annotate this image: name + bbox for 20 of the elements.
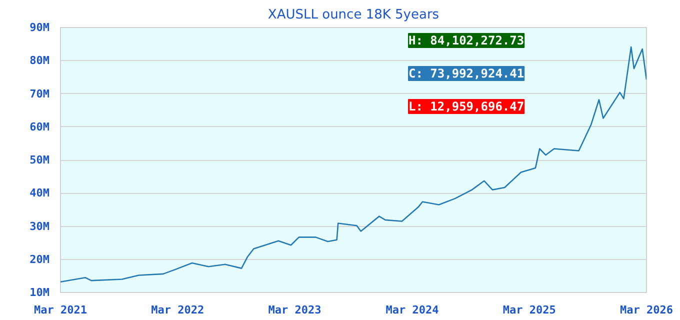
x-tick-label: Mar 2026: [620, 304, 674, 316]
y-tick-label: 30M: [30, 220, 50, 233]
y-tick-label: 90M: [30, 21, 50, 34]
y-tick-label: 10M: [30, 286, 50, 299]
x-tick-label: Mar 2022: [151, 304, 204, 316]
y-tick-label: 80M: [30, 54, 50, 68]
x-tick-label: Mar 2024: [386, 304, 440, 316]
y-tick-label: 40M: [30, 186, 50, 200]
annotation: H: 84,102,272.73: [408, 34, 524, 48]
y-tick-label: 60M: [30, 120, 50, 134]
y-tick-label: 20M: [30, 252, 50, 266]
annotation: L: 12,959,696.47: [408, 100, 524, 114]
y-tick-label: 70M: [30, 87, 50, 100]
x-tick-label: Mar 2023: [268, 304, 322, 316]
annotation: C: 73,992,924.41: [408, 66, 524, 80]
x-tick-label: Mar 2021: [34, 304, 88, 316]
x-tick-label: Mar 2025: [502, 304, 556, 316]
line-series: [60, 46, 646, 283]
chart-title: XAUSLL ounce 18K 5years: [268, 8, 440, 22]
y-tick-label: 50M: [30, 154, 50, 166]
